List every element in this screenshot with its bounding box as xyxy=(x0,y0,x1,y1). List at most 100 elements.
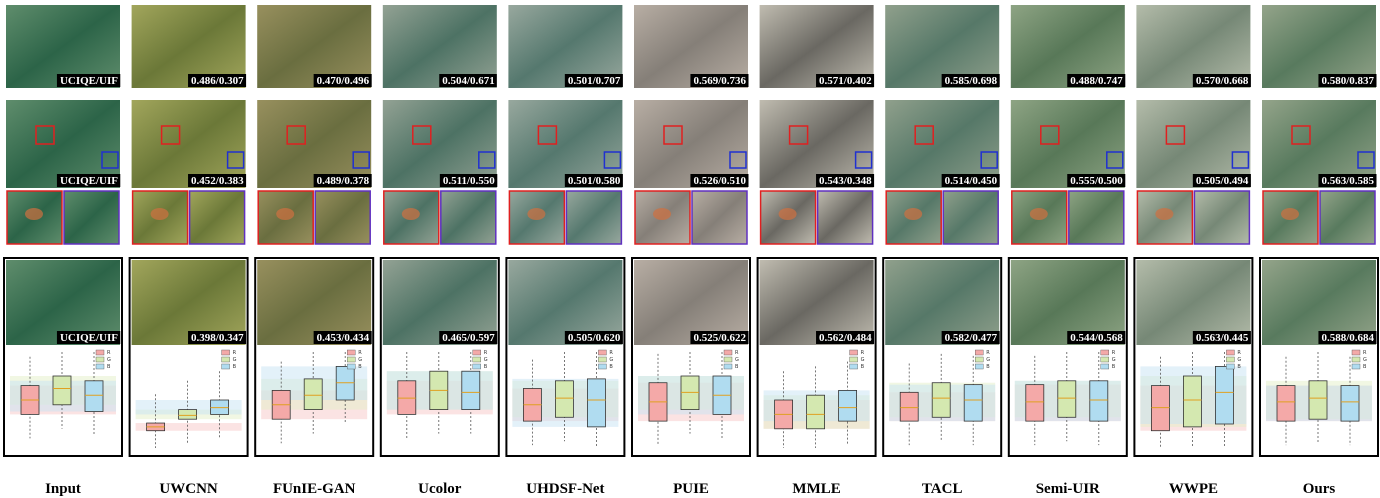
legend-swatch xyxy=(222,350,230,355)
box xyxy=(179,410,197,420)
legend-label: B xyxy=(609,364,613,370)
legend-label: R xyxy=(484,350,488,356)
method-name: Semi-UIR xyxy=(1036,481,1100,497)
starfish xyxy=(276,208,294,220)
starfish xyxy=(527,208,545,220)
legend-label: R xyxy=(1112,350,1116,356)
box xyxy=(304,379,322,410)
legend-label: G xyxy=(484,357,488,363)
metric-label: UCIQE/UIF xyxy=(60,175,118,187)
legend-label: B xyxy=(358,364,362,370)
legend-swatch xyxy=(1101,350,1109,355)
metric-label: 0.562/0.484 xyxy=(819,332,872,344)
legend-swatch xyxy=(975,357,983,362)
legend-label: G xyxy=(1237,357,1241,363)
legend-swatch xyxy=(347,350,355,355)
legend-swatch xyxy=(473,357,481,362)
metric-label: 0.398/0.347 xyxy=(191,332,244,344)
metric-label: 0.514/0.450 xyxy=(945,175,998,187)
legend-swatch xyxy=(1101,364,1109,369)
legend-label: B xyxy=(484,364,488,370)
metric-label: 0.570/0.668 xyxy=(1196,75,1249,87)
legend-label: R xyxy=(358,350,362,356)
legend-swatch xyxy=(1226,364,1234,369)
legend-label: B xyxy=(1363,364,1367,370)
zoom-patch xyxy=(943,191,998,244)
method-name: Ucolor xyxy=(418,481,462,497)
box xyxy=(85,381,103,412)
zoom-patch xyxy=(1320,191,1375,244)
metric-label: 0.505/0.494 xyxy=(1196,175,1249,187)
method-name: PUIE xyxy=(673,481,709,497)
legend-label: G xyxy=(233,357,237,363)
legend-swatch xyxy=(975,364,983,369)
legend-swatch xyxy=(222,364,230,369)
legend-label: R xyxy=(609,350,613,356)
metric-label: 0.563/0.585 xyxy=(1321,175,1374,187)
legend-swatch xyxy=(473,350,481,355)
metric-label: 0.486/0.307 xyxy=(191,75,244,87)
legend-swatch xyxy=(96,350,104,355)
box xyxy=(53,376,71,405)
legend-label: G xyxy=(861,357,865,363)
zoom-patch xyxy=(64,191,119,244)
legend-swatch xyxy=(724,350,732,355)
zoom-patch xyxy=(190,191,245,244)
starfish xyxy=(653,208,671,220)
metric-label: 0.488/0.747 xyxy=(1070,75,1123,87)
figure: UCIQE/UIFUCIQE/UIFUCIQE/UIFRGBInput0.486… xyxy=(0,0,1380,498)
legend-swatch xyxy=(598,357,606,362)
metric-label: 0.505/0.620 xyxy=(568,332,621,344)
box xyxy=(1090,381,1108,421)
legend-swatch xyxy=(724,364,732,369)
legend-swatch xyxy=(96,364,104,369)
legend-swatch xyxy=(1226,357,1234,362)
legend-swatch xyxy=(1352,350,1360,355)
legend-swatch xyxy=(96,357,104,362)
legend-label: B xyxy=(233,364,237,370)
box xyxy=(900,392,918,421)
legend-swatch xyxy=(1101,357,1109,362)
zoom-patch xyxy=(692,191,747,244)
metric-label: UCIQE/UIF xyxy=(60,332,118,344)
box xyxy=(1215,366,1233,424)
metric-label: 0.501/0.580 xyxy=(568,175,621,187)
metric-label: 0.511/0.550 xyxy=(443,175,495,187)
legend-label: R xyxy=(233,350,237,356)
metric-label: 0.582/0.477 xyxy=(945,332,998,344)
legend-label: R xyxy=(1363,350,1367,356)
starfish xyxy=(904,208,922,220)
starfish xyxy=(402,208,420,220)
box xyxy=(587,379,605,427)
box xyxy=(1026,385,1044,421)
box xyxy=(1058,381,1076,417)
legend-label: B xyxy=(1237,364,1241,370)
legend-swatch xyxy=(850,357,858,362)
metric-label: 0.543/0.348 xyxy=(819,175,872,187)
metric-label: 0.555/0.500 xyxy=(1070,175,1123,187)
metric-label: 0.544/0.568 xyxy=(1070,332,1123,344)
box xyxy=(1277,386,1295,422)
box xyxy=(964,385,982,421)
legend-label: R xyxy=(861,350,865,356)
method-name: UHDSF-Net xyxy=(526,481,604,497)
method-name: WWPE xyxy=(1169,481,1218,497)
box xyxy=(1341,386,1359,422)
legend-swatch xyxy=(850,364,858,369)
box xyxy=(932,383,950,418)
metric-label: 0.504/0.671 xyxy=(442,75,495,87)
zoom-patch xyxy=(818,191,873,244)
legend-label: G xyxy=(1363,357,1367,363)
metric-label: 0.489/0.378 xyxy=(317,175,370,187)
legend-swatch xyxy=(975,350,983,355)
metric-label: 0.571/0.402 xyxy=(819,75,872,87)
legend-label: G xyxy=(609,357,613,363)
metric-label: 0.569/0.736 xyxy=(693,75,746,87)
zoom-patch xyxy=(1069,191,1124,244)
box xyxy=(1183,376,1201,427)
method-name: TACL xyxy=(922,481,963,497)
starfish xyxy=(25,208,43,220)
legend-swatch xyxy=(1226,350,1234,355)
zoom-patch xyxy=(441,191,496,244)
legend-label: G xyxy=(358,357,362,363)
